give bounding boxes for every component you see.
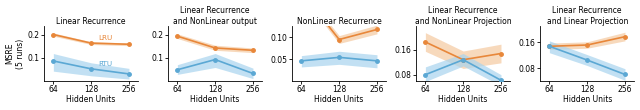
- Text: RTU: RTU: [98, 61, 112, 67]
- X-axis label: Hidden Units: Hidden Units: [438, 95, 488, 104]
- X-axis label: Hidden Units: Hidden Units: [191, 95, 240, 104]
- X-axis label: Hidden Units: Hidden Units: [563, 95, 612, 104]
- Title: Linear Recurrence: Linear Recurrence: [56, 17, 126, 26]
- Y-axis label: MSRE
(5 runs): MSRE (5 runs): [6, 38, 25, 69]
- X-axis label: Hidden Units: Hidden Units: [67, 95, 116, 104]
- Title: Linear Recurrence
and NonLinear Projection: Linear Recurrence and NonLinear Projecti…: [415, 6, 511, 26]
- X-axis label: Hidden Units: Hidden Units: [314, 95, 364, 104]
- Text: LRU: LRU: [98, 35, 112, 41]
- Title: NonLinear Recurrence: NonLinear Recurrence: [297, 17, 381, 26]
- Title: Linear Recurrence
and NonLinear output: Linear Recurrence and NonLinear output: [173, 6, 257, 26]
- Title: Linear Recurrence
and Linear Projection: Linear Recurrence and Linear Projection: [547, 6, 628, 26]
